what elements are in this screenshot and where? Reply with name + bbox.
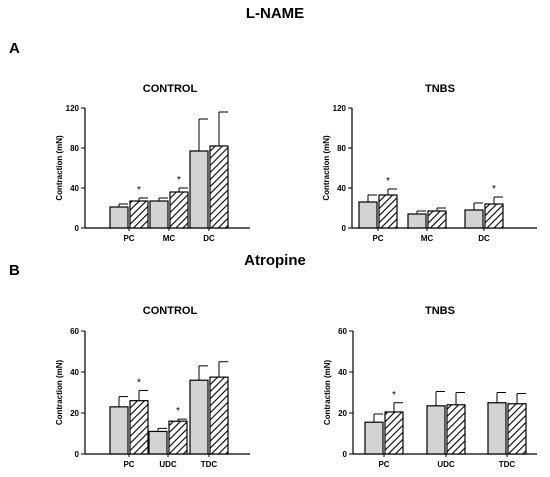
y-tick-label: 0: [342, 224, 347, 233]
y-tick-label: 40: [70, 368, 79, 377]
top-heading: L-NAME: [245, 5, 305, 22]
bar-mc-hatched: [427, 210, 447, 229]
y-axis-label: Contraction (mN): [323, 360, 332, 426]
y-tick-label: 0: [75, 224, 80, 233]
bar-dc-solid: [189, 150, 209, 229]
significance-marker: *: [492, 184, 496, 195]
bar-tdc-hatched: [507, 403, 527, 455]
bar-udc-hatched: [168, 420, 188, 455]
x-tick-label: TDC: [499, 460, 516, 469]
bottom-heading: Atropine: [244, 252, 306, 269]
significance-marker: *: [386, 176, 390, 187]
x-tick-label: PC: [372, 234, 383, 243]
bar-udc-solid: [148, 430, 168, 455]
y-axis-label: Contraction (mN): [55, 135, 64, 201]
panel-letter-b: B: [9, 262, 20, 279]
significance-marker: *: [392, 390, 396, 401]
x-tick-label: UDC: [437, 460, 455, 469]
y-tick-label: 40: [338, 368, 347, 377]
bar-mc-solid: [149, 200, 169, 229]
x-tick-label: MC: [163, 234, 176, 243]
chart-tnbs-atropine: TNBS Contraction (mN) 0 20 40 60 PC UDC TDC *: [323, 305, 537, 469]
bar-tdc-solid: [189, 379, 209, 455]
y-tick-label: 80: [337, 144, 346, 153]
x-tick-label: UDC: [159, 460, 177, 469]
bar-udc-hatched: [446, 404, 466, 455]
x-tick-label: PC: [123, 234, 134, 243]
bar-dc-solid: [464, 209, 484, 229]
y-tick-label: 0: [343, 450, 348, 459]
y-tick-label: 120: [66, 104, 80, 113]
significance-marker: *: [137, 377, 141, 388]
bar-tdc-solid: [487, 402, 507, 455]
y-tick-label: 120: [333, 104, 347, 113]
bar-pc-hatched: [384, 411, 404, 455]
bar-pc-solid: [109, 206, 129, 229]
bar-dc-hatched: [209, 145, 229, 229]
y-tick-label: 20: [338, 409, 347, 418]
y-tick-label: 0: [75, 450, 80, 459]
y-tick-label: 40: [70, 184, 79, 193]
chart-title: CONTROL: [143, 305, 198, 317]
y-axis-label: Contraction (mN): [55, 360, 64, 426]
chart-title: CONTROL: [143, 83, 198, 95]
bar-tdc-hatched: [209, 376, 229, 455]
x-tick-label: MC: [421, 234, 434, 243]
chart-title: TNBS: [425, 83, 455, 95]
x-tick-label: PC: [378, 460, 389, 469]
y-tick-label: 60: [338, 327, 347, 336]
x-tick-label: TDC: [201, 460, 218, 469]
y-axis-label: Contraction (mN): [322, 135, 331, 201]
y-tick-label: 40: [337, 184, 346, 193]
chart-control-atropine: CONTROL Contraction (mN) 0 20 40 60 PC UDC TDC * *: [55, 305, 250, 469]
y-tick-label: 20: [70, 409, 79, 418]
x-tick-label: DC: [203, 234, 215, 243]
chart-title: TNBS: [425, 305, 455, 317]
significance-marker: *: [176, 406, 180, 417]
bar-pc-hatched: [129, 400, 149, 455]
bar-pc-solid: [358, 201, 378, 229]
significance-marker: *: [177, 175, 181, 186]
bar-pc-hatched: [378, 194, 398, 229]
significance-marker: *: [137, 185, 141, 196]
x-tick-label: PC: [123, 460, 134, 469]
x-tick-label: DC: [478, 234, 490, 243]
chart-control-lname: CONTROL Contraction (mN) 0 40 80 120 PC MC DC * *: [55, 83, 250, 243]
panel-letter-a: A: [9, 40, 20, 57]
y-tick-label: 60: [70, 327, 79, 336]
bar-mc-hatched: [169, 191, 189, 229]
bar-pc-solid: [109, 406, 129, 455]
y-tick-label: 80: [70, 144, 79, 153]
bar-udc-solid: [426, 405, 446, 455]
bar-pc-hatched: [129, 200, 149, 229]
chart-tnbs-lname: TNBS Contraction (mN) 0 40 80 120 PC MC DC * *: [322, 83, 537, 243]
bar-pc-solid: [364, 421, 384, 455]
bar-dc-hatched: [484, 203, 504, 229]
bar-mc-solid: [407, 213, 427, 229]
